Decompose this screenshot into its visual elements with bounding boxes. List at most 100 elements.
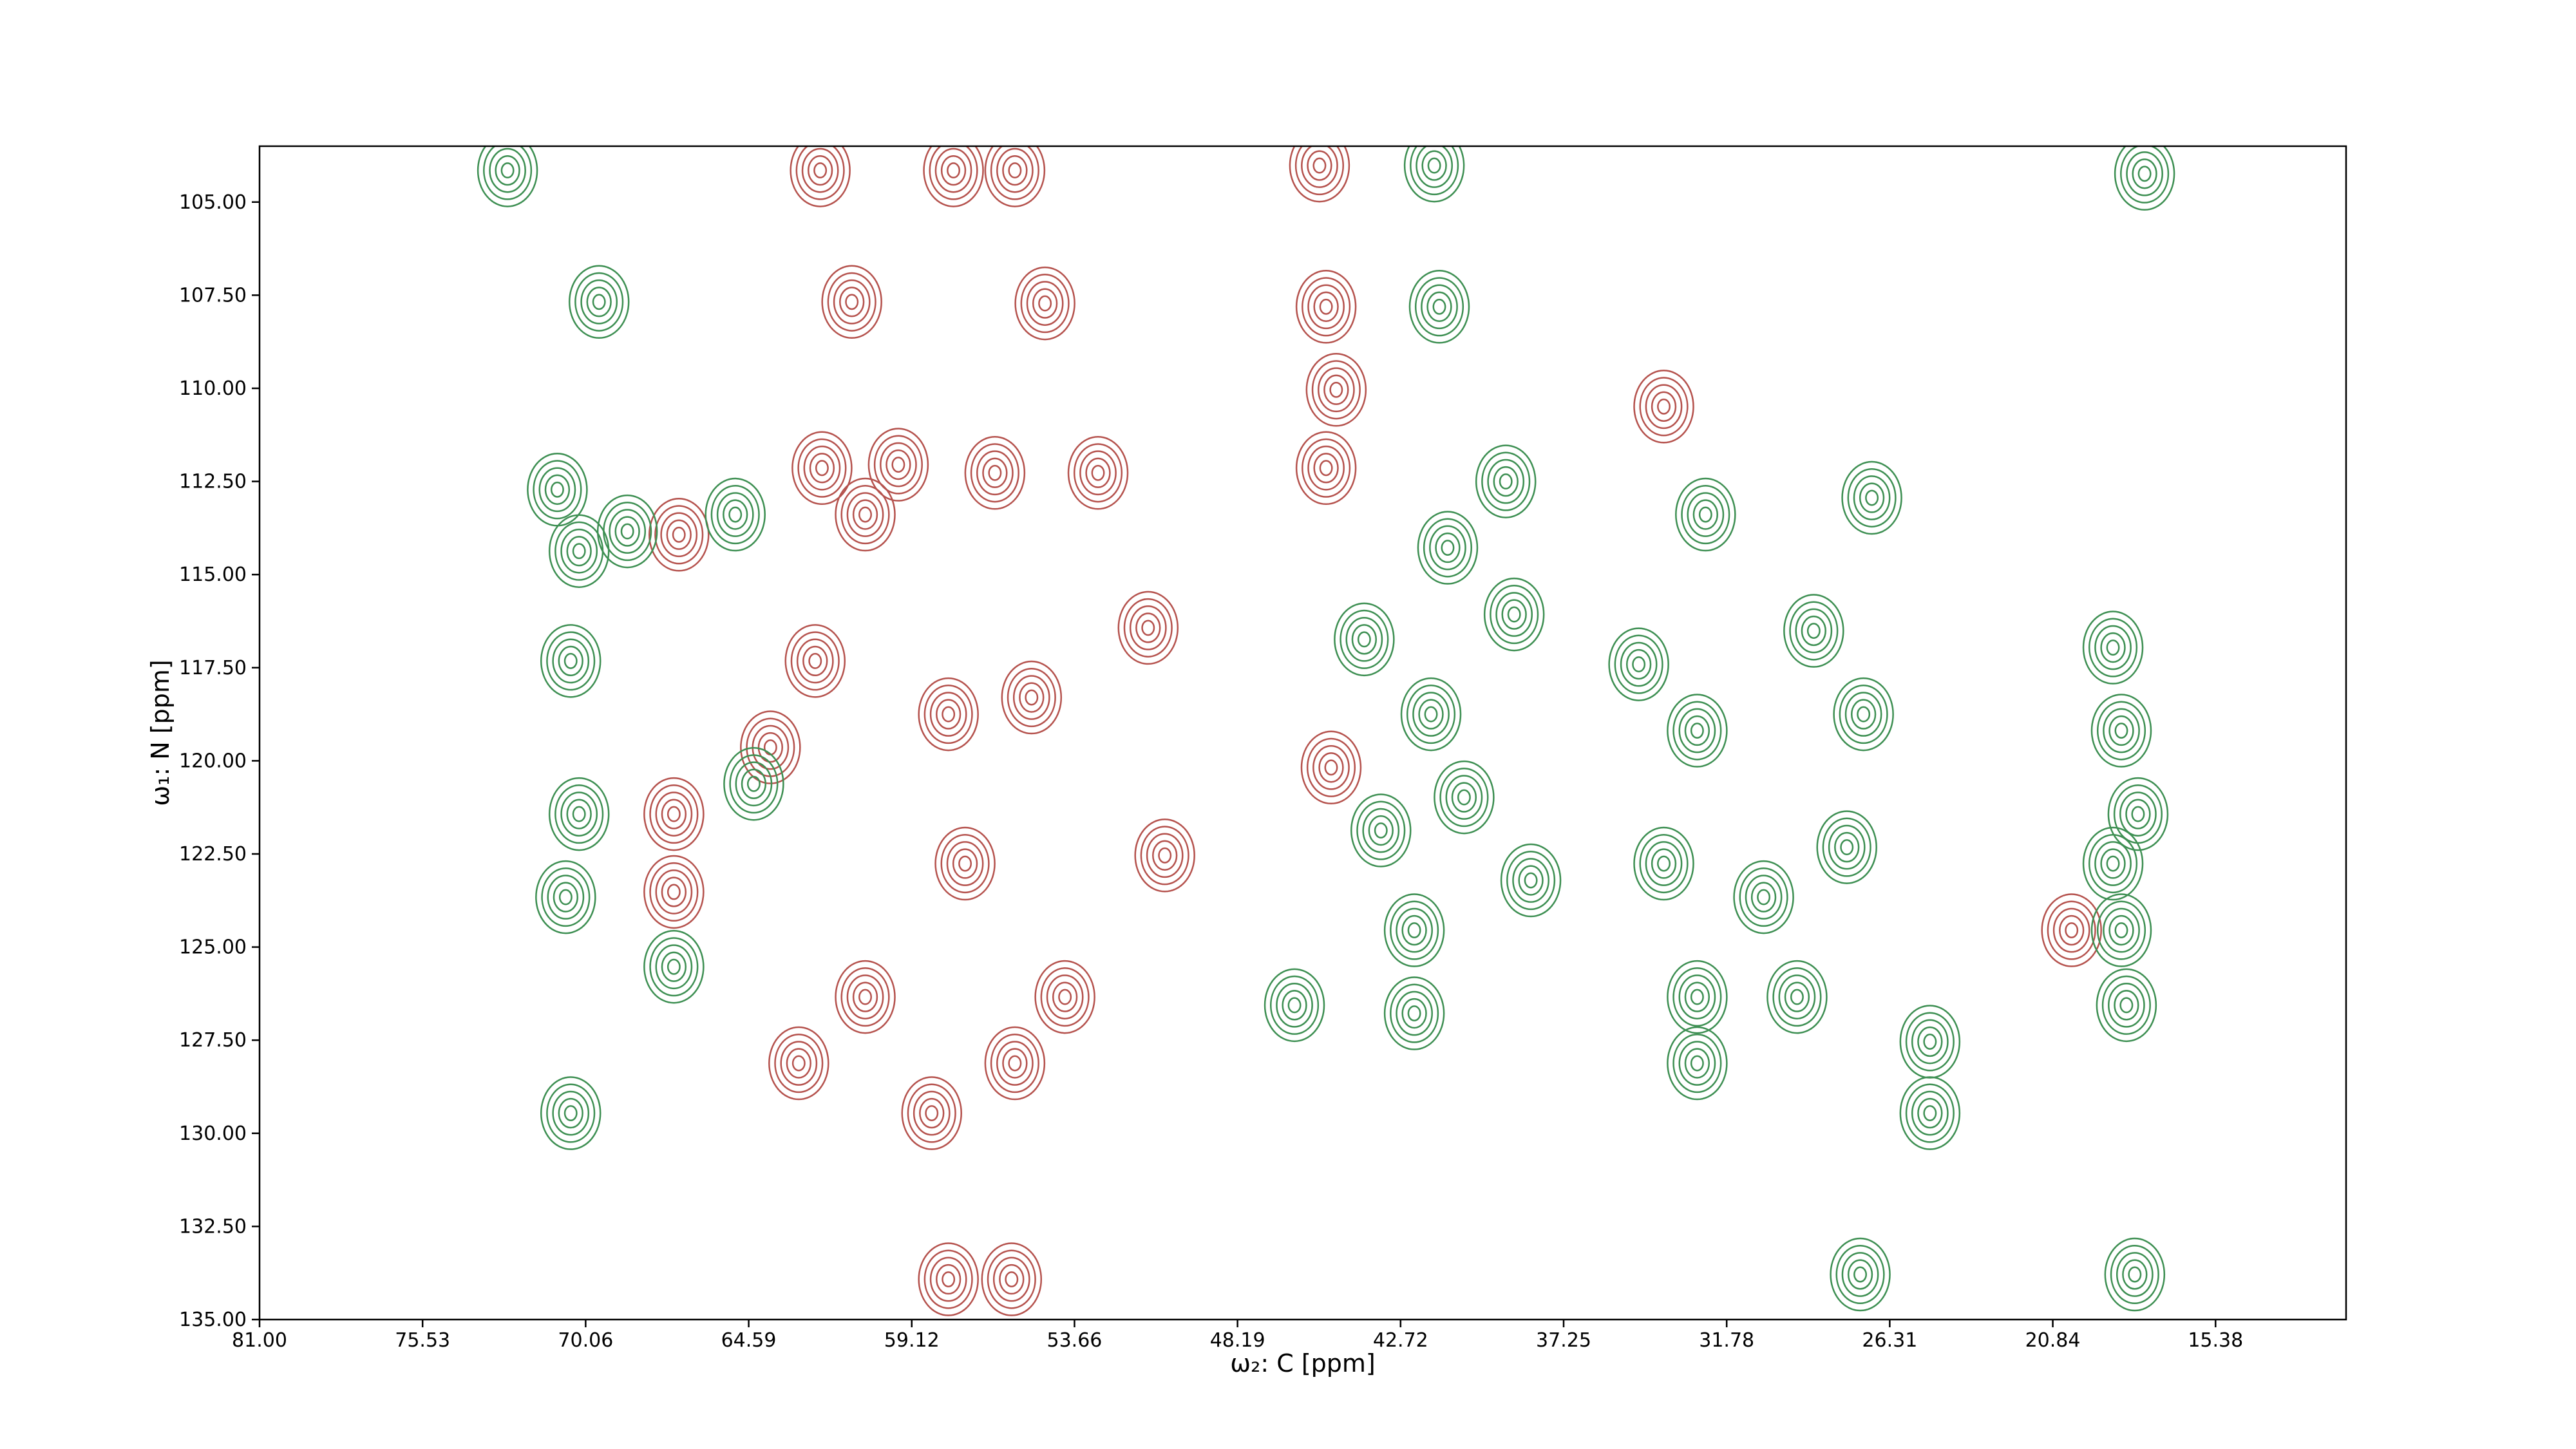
contour-peak bbox=[1357, 631, 1371, 648]
contour-peak bbox=[936, 1264, 961, 1295]
contour-peak bbox=[1490, 585, 1539, 645]
contour-peak bbox=[554, 521, 604, 581]
contour-peak bbox=[934, 826, 996, 901]
contour-peak bbox=[655, 869, 693, 914]
contour-peak bbox=[2137, 166, 2152, 182]
y-axis-label: ω₁: N [ppm] bbox=[146, 659, 175, 806]
contour-peak bbox=[1690, 1055, 1704, 1072]
contour-peak bbox=[2088, 833, 2138, 894]
contour-peak bbox=[791, 431, 853, 505]
contour-peak bbox=[1487, 459, 1525, 504]
contour-peak bbox=[796, 638, 834, 684]
contour-peak bbox=[1451, 782, 1477, 813]
contour-peak bbox=[1040, 967, 1090, 1027]
contour-peak bbox=[1313, 291, 1339, 322]
contour-peak bbox=[1441, 540, 1455, 556]
contour-peak bbox=[946, 841, 984, 886]
contour-peak bbox=[858, 506, 872, 523]
contour-peak bbox=[500, 162, 515, 179]
contour-peak bbox=[1692, 499, 1718, 530]
contour-peak bbox=[821, 265, 882, 339]
contour-peak bbox=[1264, 968, 1325, 1043]
y-tick-label: 120.00 bbox=[179, 750, 247, 772]
contour-peak bbox=[728, 506, 743, 523]
contour-peak bbox=[867, 428, 929, 502]
contour-peak bbox=[729, 754, 779, 814]
contour-peak bbox=[1424, 706, 1438, 723]
contour-peak bbox=[1374, 822, 1388, 838]
contour-peak bbox=[574, 272, 624, 332]
contour-peak bbox=[852, 981, 878, 1012]
contour-peak bbox=[1639, 833, 1689, 894]
contour-peak bbox=[2114, 146, 2175, 211]
contour-peak bbox=[1012, 675, 1050, 720]
contour-peak bbox=[2119, 791, 2157, 837]
contour-peak bbox=[533, 460, 582, 520]
contour-peak bbox=[1816, 810, 1877, 884]
y-tick-label: 132.50 bbox=[179, 1215, 247, 1238]
contour-peak bbox=[1276, 982, 1313, 1028]
contour-peak bbox=[840, 485, 890, 545]
contour-peak bbox=[1923, 1105, 1937, 1122]
contour-peak bbox=[592, 294, 606, 310]
contour-peak bbox=[746, 775, 761, 792]
contour-peak bbox=[1632, 656, 1646, 673]
y-tick-label: 117.50 bbox=[179, 657, 247, 679]
y-tick-label: 112.50 bbox=[179, 471, 247, 493]
contour-peak bbox=[1690, 723, 1704, 739]
y-tick-label: 110.00 bbox=[179, 377, 247, 400]
contour-peak bbox=[1289, 146, 1350, 203]
contour-peak bbox=[1300, 730, 1362, 805]
contour-peak bbox=[1390, 900, 1439, 960]
contour-peak bbox=[807, 155, 833, 186]
contour-peak bbox=[958, 855, 972, 872]
contour-peak bbox=[1633, 826, 1694, 901]
contour-peak bbox=[1667, 1026, 1728, 1101]
contour-peak bbox=[1801, 615, 1826, 647]
contour-peak bbox=[1672, 1034, 1722, 1094]
contour-peak bbox=[596, 494, 658, 569]
contour-peak bbox=[1329, 381, 1343, 398]
contour-peak bbox=[999, 1264, 1025, 1295]
contour-peak bbox=[1307, 284, 1345, 330]
contour-peak bbox=[1141, 620, 1155, 636]
contour-peak bbox=[1307, 150, 1332, 181]
contour-peak bbox=[2059, 914, 2085, 946]
contour-peak bbox=[586, 287, 612, 317]
contour-peak bbox=[1020, 274, 1070, 334]
contour-peak bbox=[1046, 974, 1084, 1019]
contour-peak bbox=[858, 989, 872, 1005]
contour-peak bbox=[1005, 1271, 1019, 1287]
contour-peak bbox=[1434, 760, 1495, 835]
contour-peak bbox=[740, 710, 801, 784]
contour-peak bbox=[1401, 998, 1427, 1029]
contour-peak bbox=[667, 958, 681, 975]
contour-peak bbox=[784, 624, 846, 698]
contour-peak bbox=[2110, 1244, 2159, 1305]
contour-peak bbox=[987, 1249, 1036, 1309]
contour-peak bbox=[1795, 608, 1833, 654]
contour-peak bbox=[790, 146, 851, 207]
contour-peak bbox=[839, 287, 865, 317]
contour-peak bbox=[1351, 624, 1377, 655]
contour-peak bbox=[741, 768, 767, 799]
contour-peak bbox=[1483, 577, 1545, 652]
contour-peak bbox=[552, 638, 590, 684]
contour-peak bbox=[620, 523, 634, 540]
contour-peak bbox=[827, 272, 876, 332]
contour-peak bbox=[1783, 594, 1844, 668]
contour-peak bbox=[1416, 146, 1453, 188]
contour-peak bbox=[1323, 374, 1349, 405]
contour-peak bbox=[483, 146, 533, 200]
contour-peak bbox=[1481, 451, 1531, 511]
contour-peak bbox=[1073, 443, 1123, 503]
contour-peak bbox=[942, 1271, 956, 1287]
contour-peak bbox=[1667, 960, 1728, 1034]
contour-peak bbox=[1312, 744, 1350, 790]
contour-peak bbox=[1152, 840, 1178, 871]
contour-peak bbox=[1651, 391, 1677, 422]
contour-peak bbox=[580, 279, 618, 325]
contour-peak bbox=[1008, 1055, 1022, 1072]
x-tick-label: 15.38 bbox=[2188, 1329, 2243, 1352]
contour-peak bbox=[1362, 808, 1400, 853]
